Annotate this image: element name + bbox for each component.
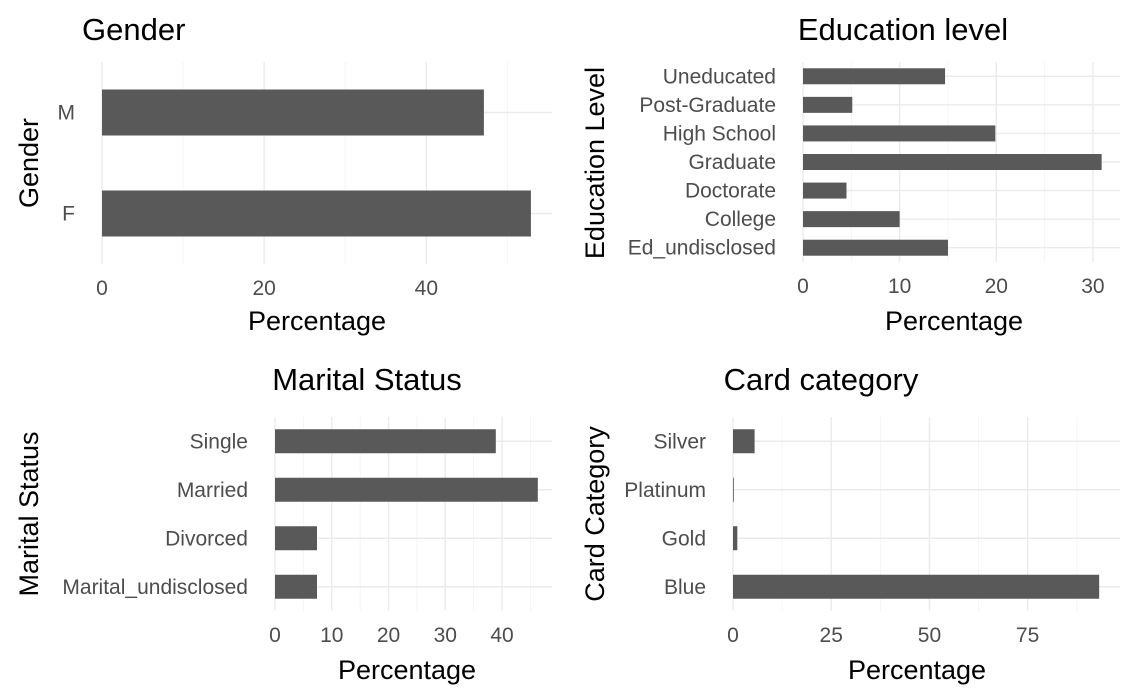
y-axis-title: Marital Status bbox=[14, 431, 44, 596]
x-tick-label: 20 bbox=[377, 624, 400, 647]
bar bbox=[803, 154, 1102, 170]
y-axis-title: Gender bbox=[14, 118, 44, 208]
bar bbox=[275, 574, 318, 599]
x-tick-label: 75 bbox=[1016, 624, 1039, 647]
chart-title: Education level bbox=[798, 12, 1008, 47]
x-tick-label: 0 bbox=[727, 624, 739, 647]
bar bbox=[803, 96, 853, 113]
x-tick-label: 20 bbox=[985, 275, 1008, 298]
bar bbox=[733, 429, 755, 454]
bar bbox=[803, 182, 847, 199]
x-axis-title: Percentage bbox=[885, 306, 1023, 336]
y-tick-label: Post-Graduate bbox=[639, 94, 776, 117]
chart-title: Marital Status bbox=[272, 362, 462, 397]
bar bbox=[733, 526, 738, 551]
bar bbox=[102, 190, 531, 237]
x-tick-label: 0 bbox=[96, 277, 108, 300]
y-tick-label: High School bbox=[663, 122, 776, 145]
bar bbox=[102, 89, 484, 136]
bar bbox=[803, 239, 948, 256]
bar bbox=[733, 574, 1100, 599]
bar bbox=[275, 526, 318, 551]
x-tick-label: 25 bbox=[820, 624, 843, 647]
bar bbox=[275, 477, 538, 502]
x-axis-title: Percentage bbox=[848, 655, 986, 685]
x-tick-label: 20 bbox=[252, 277, 275, 300]
x-tick-label: 30 bbox=[434, 624, 457, 647]
x-tick-label: 0 bbox=[269, 624, 281, 647]
bar bbox=[733, 477, 734, 502]
x-tick-label: 0 bbox=[797, 275, 809, 298]
chart-title: Gender bbox=[82, 12, 185, 47]
y-tick-label: Married bbox=[177, 479, 248, 502]
y-tick-label: Blue bbox=[664, 576, 706, 599]
chart-title: Card category bbox=[724, 362, 919, 397]
bar bbox=[803, 68, 946, 85]
x-axis-title: Percentage bbox=[338, 655, 476, 685]
y-tick-label: F bbox=[62, 203, 75, 226]
y-axis-title: Education Level bbox=[580, 67, 610, 259]
x-tick-label: 50 bbox=[918, 624, 941, 647]
chart-panel-1: 0 20 40 F M Gender Percentage Gender bbox=[14, 12, 552, 336]
x-tick-label: 40 bbox=[415, 277, 438, 300]
chart-panel-3: 0 10 20 30 40 Marital_undisclosed Divorced Marr… bbox=[14, 362, 552, 685]
y-tick-label: M bbox=[58, 102, 76, 125]
bar bbox=[803, 125, 996, 142]
y-tick-label: Uneducated bbox=[663, 65, 776, 88]
bar bbox=[803, 211, 900, 228]
bar bbox=[275, 429, 496, 454]
x-tick-label: 30 bbox=[1081, 275, 1104, 298]
x-tick-label: 40 bbox=[490, 624, 513, 647]
y-tick-label: Ed_undisclosed bbox=[628, 237, 776, 260]
y-tick-label: Doctorate bbox=[685, 180, 776, 203]
x-tick-label: 10 bbox=[888, 275, 911, 298]
y-tick-label: Divorced bbox=[165, 527, 248, 550]
y-tick-label: Platinum bbox=[624, 479, 706, 502]
y-tick-label: College bbox=[705, 208, 776, 231]
y-tick-label: Silver bbox=[653, 430, 706, 453]
y-tick-label: Marital_undisclosed bbox=[62, 576, 248, 599]
x-tick-label: 10 bbox=[320, 624, 343, 647]
y-tick-label: Graduate bbox=[688, 151, 776, 174]
y-axis-title: Card Category bbox=[580, 426, 610, 602]
chart-panel-4: 0 25 50 75 Blue Gold Platinum Silver Card catego… bbox=[580, 362, 1120, 685]
x-axis-title: Percentage bbox=[248, 306, 386, 336]
chart-panel-2: 0 10 20 30 Ed_undisclosed College Doctorate Gra… bbox=[580, 12, 1120, 336]
y-tick-label: Gold bbox=[662, 527, 706, 550]
y-tick-label: Single bbox=[190, 430, 248, 453]
